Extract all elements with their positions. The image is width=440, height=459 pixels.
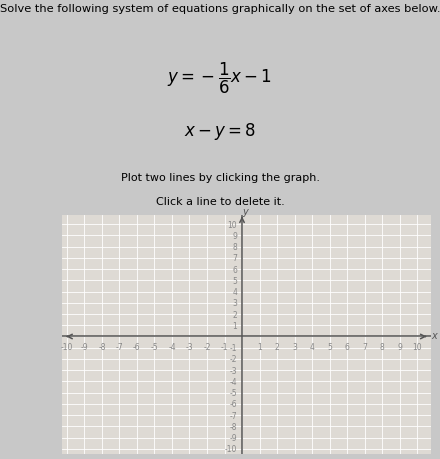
- Text: 6: 6: [345, 342, 349, 351]
- Text: 7: 7: [232, 254, 237, 263]
- Text: 1: 1: [232, 321, 237, 330]
- Text: 8: 8: [232, 243, 237, 252]
- Text: 1: 1: [257, 342, 262, 351]
- Text: -5: -5: [230, 388, 237, 397]
- Text: 5: 5: [327, 342, 332, 351]
- Text: 10: 10: [412, 342, 422, 351]
- Text: -3: -3: [186, 342, 193, 351]
- Text: 2: 2: [232, 310, 237, 319]
- Text: -4: -4: [168, 342, 176, 351]
- Text: 8: 8: [380, 342, 385, 351]
- Text: 9: 9: [232, 231, 237, 241]
- Text: -6: -6: [133, 342, 141, 351]
- Text: -7: -7: [230, 411, 237, 420]
- Text: 3: 3: [232, 299, 237, 308]
- Text: 9: 9: [397, 342, 402, 351]
- Text: -9: -9: [230, 433, 237, 442]
- Text: -4: -4: [230, 377, 237, 386]
- Text: -2: -2: [203, 342, 211, 351]
- Text: -7: -7: [116, 342, 123, 351]
- Text: 4: 4: [232, 287, 237, 297]
- Text: -1: -1: [221, 342, 228, 351]
- Text: -6: -6: [230, 399, 237, 409]
- Text: Click a line to delete it.: Click a line to delete it.: [156, 196, 284, 206]
- Text: x: x: [431, 330, 436, 341]
- Text: -5: -5: [150, 342, 158, 351]
- Text: -10: -10: [225, 444, 237, 453]
- Text: 5: 5: [232, 276, 237, 285]
- Text: y: y: [242, 206, 248, 216]
- Text: -3: -3: [230, 366, 237, 375]
- Text: 4: 4: [310, 342, 315, 351]
- Text: 2: 2: [275, 342, 279, 351]
- Text: -8: -8: [98, 342, 106, 351]
- Text: 6: 6: [232, 265, 237, 274]
- Text: 3: 3: [292, 342, 297, 351]
- Text: -2: -2: [230, 355, 237, 364]
- Text: Solve the following system of equations graphically on the set of axes below.: Solve the following system of equations …: [0, 4, 440, 14]
- Text: -10: -10: [61, 342, 73, 351]
- Text: -8: -8: [230, 422, 237, 431]
- Text: 10: 10: [227, 220, 237, 229]
- Text: -1: -1: [230, 343, 237, 353]
- Text: $x - y = 8$: $x - y = 8$: [184, 121, 256, 142]
- Text: -9: -9: [81, 342, 88, 351]
- Text: $y = -\dfrac{1}{6}x - 1$: $y = -\dfrac{1}{6}x - 1$: [168, 61, 272, 95]
- Text: 7: 7: [362, 342, 367, 351]
- Text: Plot two lines by clicking the graph.: Plot two lines by clicking the graph.: [121, 173, 319, 183]
